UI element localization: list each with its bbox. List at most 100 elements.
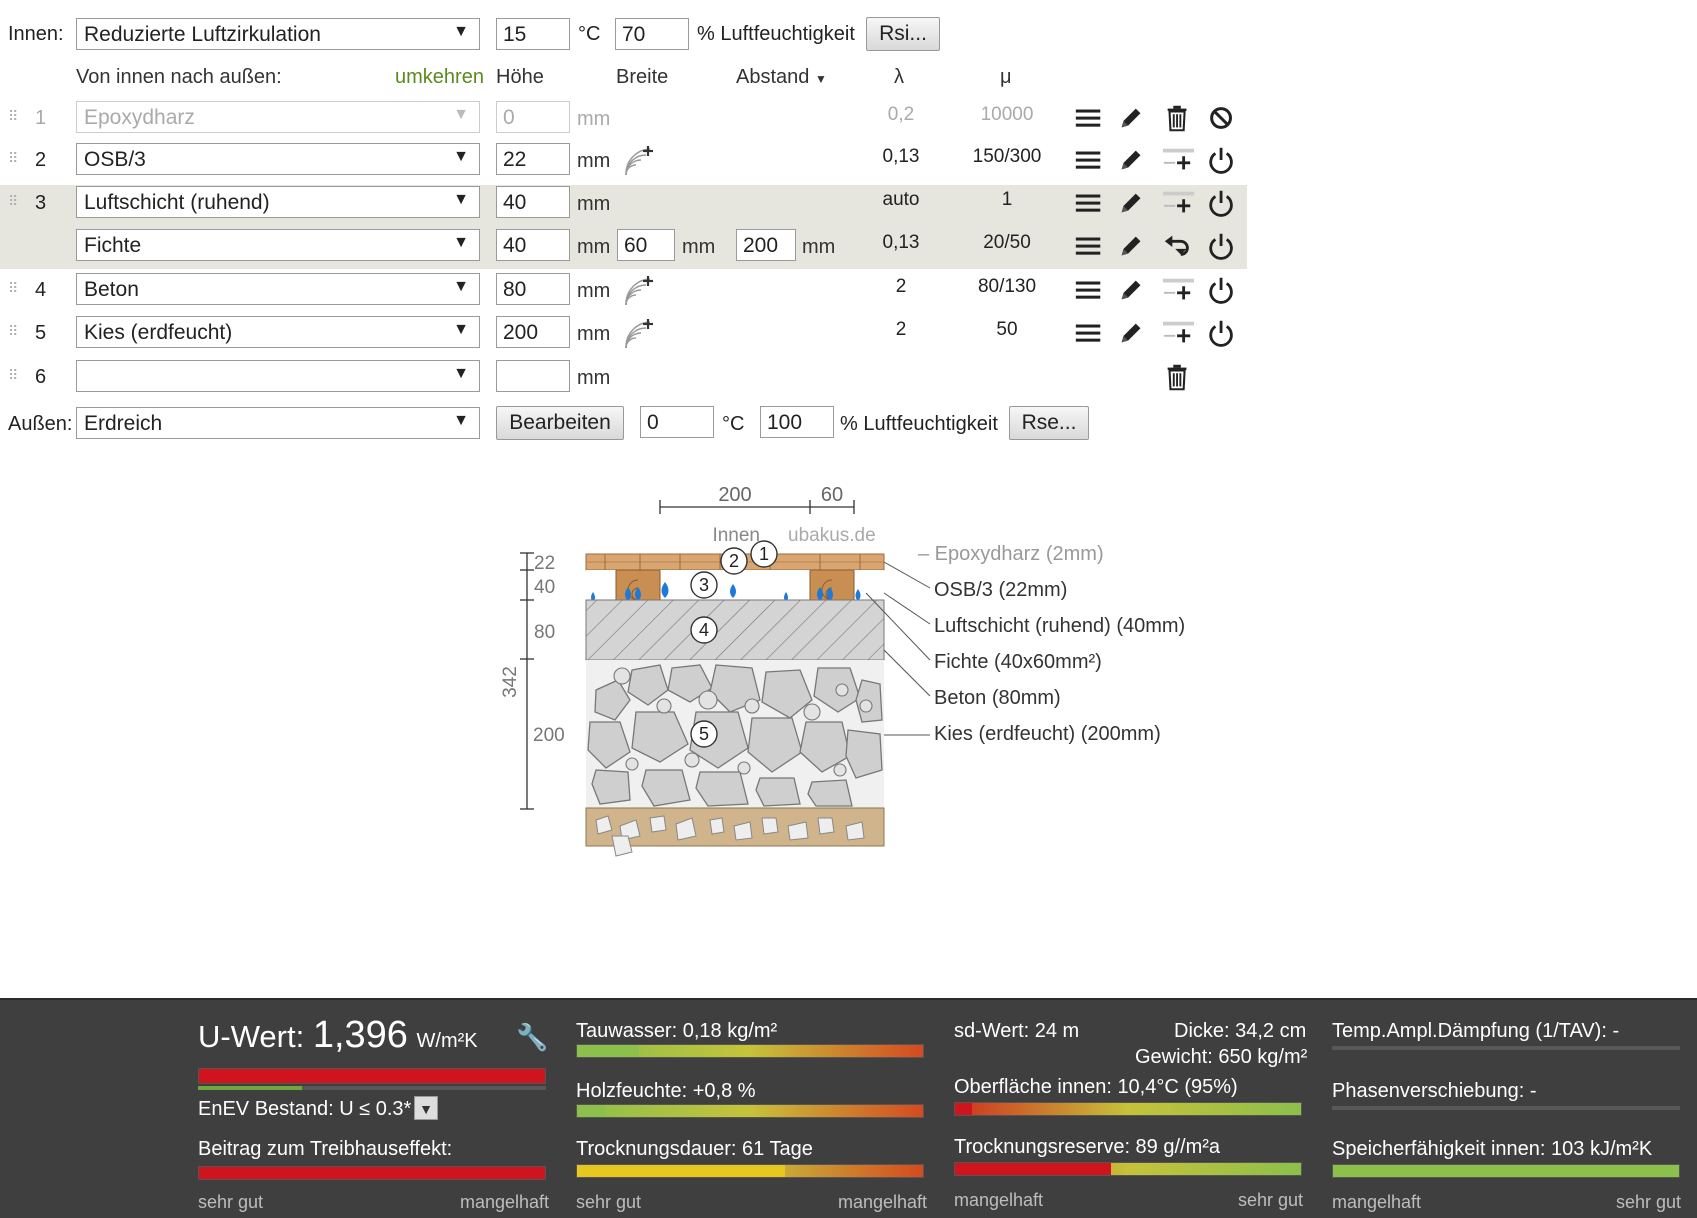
layer-lambda: 2 — [895, 319, 907, 340]
drag-handle-icon[interactable]: ⠿ — [8, 193, 18, 209]
reverse-link[interactable]: umkehren — [395, 66, 484, 88]
layer-lambda: auto — [882, 189, 920, 210]
drag-handle-icon[interactable]: ⠿ — [8, 280, 18, 296]
layer-material-select[interactable]: Fichte ▼ — [76, 229, 480, 261]
col-lambda: λ — [894, 66, 904, 88]
layer-mu: 50 — [996, 319, 1018, 340]
layer-material-select[interactable]: Luftschicht (ruhend) ▼ — [76, 186, 480, 218]
trocknungsdauer-bar — [576, 1164, 924, 1178]
edit-outside-button[interactable]: Bearbeiten — [496, 406, 624, 440]
dicke-label: Dicke: 34,2 cm — [1174, 1020, 1307, 1042]
layer-height-input[interactable]: 0 — [496, 101, 570, 133]
layer-lambda: 0,13 — [882, 232, 920, 253]
air-layer — [586, 569, 884, 602]
dim-left-40: 40 — [534, 577, 555, 598]
phasen-label: Phasenverschiebung: - — [1332, 1080, 1537, 1102]
layer-material-value: Fichte — [84, 234, 142, 257]
col-distance-label: Abstand — [736, 66, 810, 88]
layer-mu: 10000 — [980, 104, 1034, 125]
oberflaeche-label: Oberfläche innen: 10,4°C (95%) — [954, 1076, 1238, 1098]
left-dimension — [520, 552, 534, 810]
treibhaus-label: Beitrag zum Treibhauseffekt: — [198, 1138, 453, 1160]
scale-good-1: sehr gut — [198, 1192, 264, 1212]
layer-number: 4 — [35, 279, 47, 301]
inside-humidity-input[interactable]: 70 — [615, 18, 689, 50]
layer-material-select[interactable]: Epoxydharz ▼ — [76, 101, 480, 133]
layer-height-input[interactable] — [496, 360, 570, 392]
outside-humidity-input[interactable]: 100 — [760, 406, 834, 438]
layer-height-input[interactable]: 80 — [496, 273, 570, 305]
inside-climate-select[interactable]: Reduzierte Luftzirkulation ▼ — [76, 18, 480, 50]
layer-distance-unit: mm — [802, 236, 836, 258]
drag-handle-icon[interactable]: ⠿ — [8, 323, 18, 339]
layer-height-input[interactable]: 40 — [496, 229, 570, 261]
cross-section-diagram: 200 60 Innen ubakus.de 22 40 80 342 200 — [500, 484, 1185, 857]
dim-top-b: 60 — [821, 484, 843, 506]
marker-3: 3 — [690, 571, 718, 599]
uwert-value: 1,396 — [312, 1014, 408, 1056]
marker-1: 1 — [750, 540, 778, 568]
tauwasser-bar — [576, 1044, 924, 1058]
chevron-down-icon: ▼ — [453, 148, 469, 165]
uwert-subbar-fill — [198, 1086, 303, 1090]
holzfeuchte-bar-fill — [577, 1105, 605, 1117]
speicher-label: Speicherfähigkeit innen: 103 kJ/m²K — [1332, 1138, 1653, 1160]
outside-label: Außen: — [8, 413, 73, 435]
tauwasser-bar-fill — [577, 1045, 640, 1057]
layer-lambda: 0,2 — [887, 104, 915, 125]
inside-temp-input[interactable]: 15 — [496, 18, 570, 50]
temp-ampl-label: Temp.Ampl.Dämpfung (1/TAV): - — [1332, 1020, 1620, 1042]
layer-material-select[interactable]: Beton ▼ — [76, 273, 480, 305]
layer-material-select[interactable]: Kies (erdfeucht) ▼ — [76, 316, 480, 348]
layer-width-unit: mm — [682, 236, 716, 258]
layer-material-value: Epoxydharz — [84, 106, 195, 129]
inside-humidity-label: % Luftfeuchtigkeit — [697, 23, 855, 45]
drag-handle-icon[interactable]: ⠿ — [8, 367, 18, 383]
scale-good-4: sehr gut — [1616, 1192, 1682, 1212]
wrench-icon[interactable]: 🔧 — [516, 1022, 549, 1052]
chevron-down-icon: ▼ — [453, 23, 469, 40]
col-distance[interactable]: Abstand ▼ — [736, 66, 827, 89]
chevron-down-icon: ▼ — [453, 106, 469, 123]
layer-mu: 20/50 — [983, 232, 1031, 253]
oberflaeche-bar-fill — [955, 1103, 973, 1115]
layer-height-input[interactable]: 22 — [496, 143, 570, 175]
layer-material-value: OSB/3 — [84, 148, 146, 171]
outside-temp-input[interactable]: 0 — [640, 406, 714, 438]
dim-left-80: 80 — [534, 622, 555, 643]
enev-dropdown[interactable]: ▼ — [414, 1096, 438, 1120]
soil-layer — [585, 807, 885, 857]
rse-button[interactable]: Rse... — [1009, 406, 1089, 440]
drag-handle-icon[interactable]: ⠿ — [8, 150, 18, 166]
layer-height-input[interactable]: 40 — [496, 186, 570, 218]
inside-climate-value: Reduzierte Luftzirkulation — [84, 23, 321, 46]
outside-climate-select[interactable]: Erdreich ▼ — [76, 407, 480, 439]
dim-top-a: 200 — [718, 484, 751, 506]
outside-temp-unit: °C — [722, 413, 745, 435]
label-osb: OSB/3 (22mm) — [934, 579, 1067, 601]
gewicht-label: Gewicht: 650 kg/m² — [1135, 1046, 1308, 1068]
sort-arrow-icon: ▼ — [814, 72, 827, 86]
layer-height-unit: mm — [577, 323, 611, 345]
layer-distance-input[interactable]: 200 — [736, 229, 796, 261]
speicher-bar-fill — [1333, 1165, 1679, 1177]
dim-left-22: 22 — [534, 553, 555, 574]
label-beton: Beton (80mm) — [934, 687, 1061, 709]
layer-height-input[interactable]: 200 — [496, 316, 570, 348]
chevron-down-icon: ▼ — [453, 412, 469, 429]
scale-bad-2: mangelhaft — [838, 1192, 928, 1212]
scale-bad-4: mangelhaft — [1332, 1192, 1422, 1212]
leader-lines — [865, 561, 931, 736]
drag-handle-icon[interactable]: ⠿ — [8, 108, 18, 124]
marker-5: 5 — [690, 720, 718, 748]
uwert-bar-fill — [199, 1069, 545, 1083]
layer-material-select[interactable]: ▼ — [76, 360, 480, 392]
layer-width-input[interactable]: 60 — [617, 229, 675, 261]
treibhaus-bar-fill — [199, 1167, 545, 1179]
layer-material-select[interactable]: OSB/3 ▼ — [76, 143, 480, 175]
dim-left-200: 200 — [533, 725, 565, 746]
rsi-button[interactable]: Rsi... — [866, 17, 940, 51]
outside-humidity-label: % Luftfeuchtigkeit — [840, 413, 998, 435]
layer-mu: 150/300 — [972, 146, 1042, 167]
label-epoxydharz: – Epoxydharz (2mm) — [918, 543, 1104, 565]
